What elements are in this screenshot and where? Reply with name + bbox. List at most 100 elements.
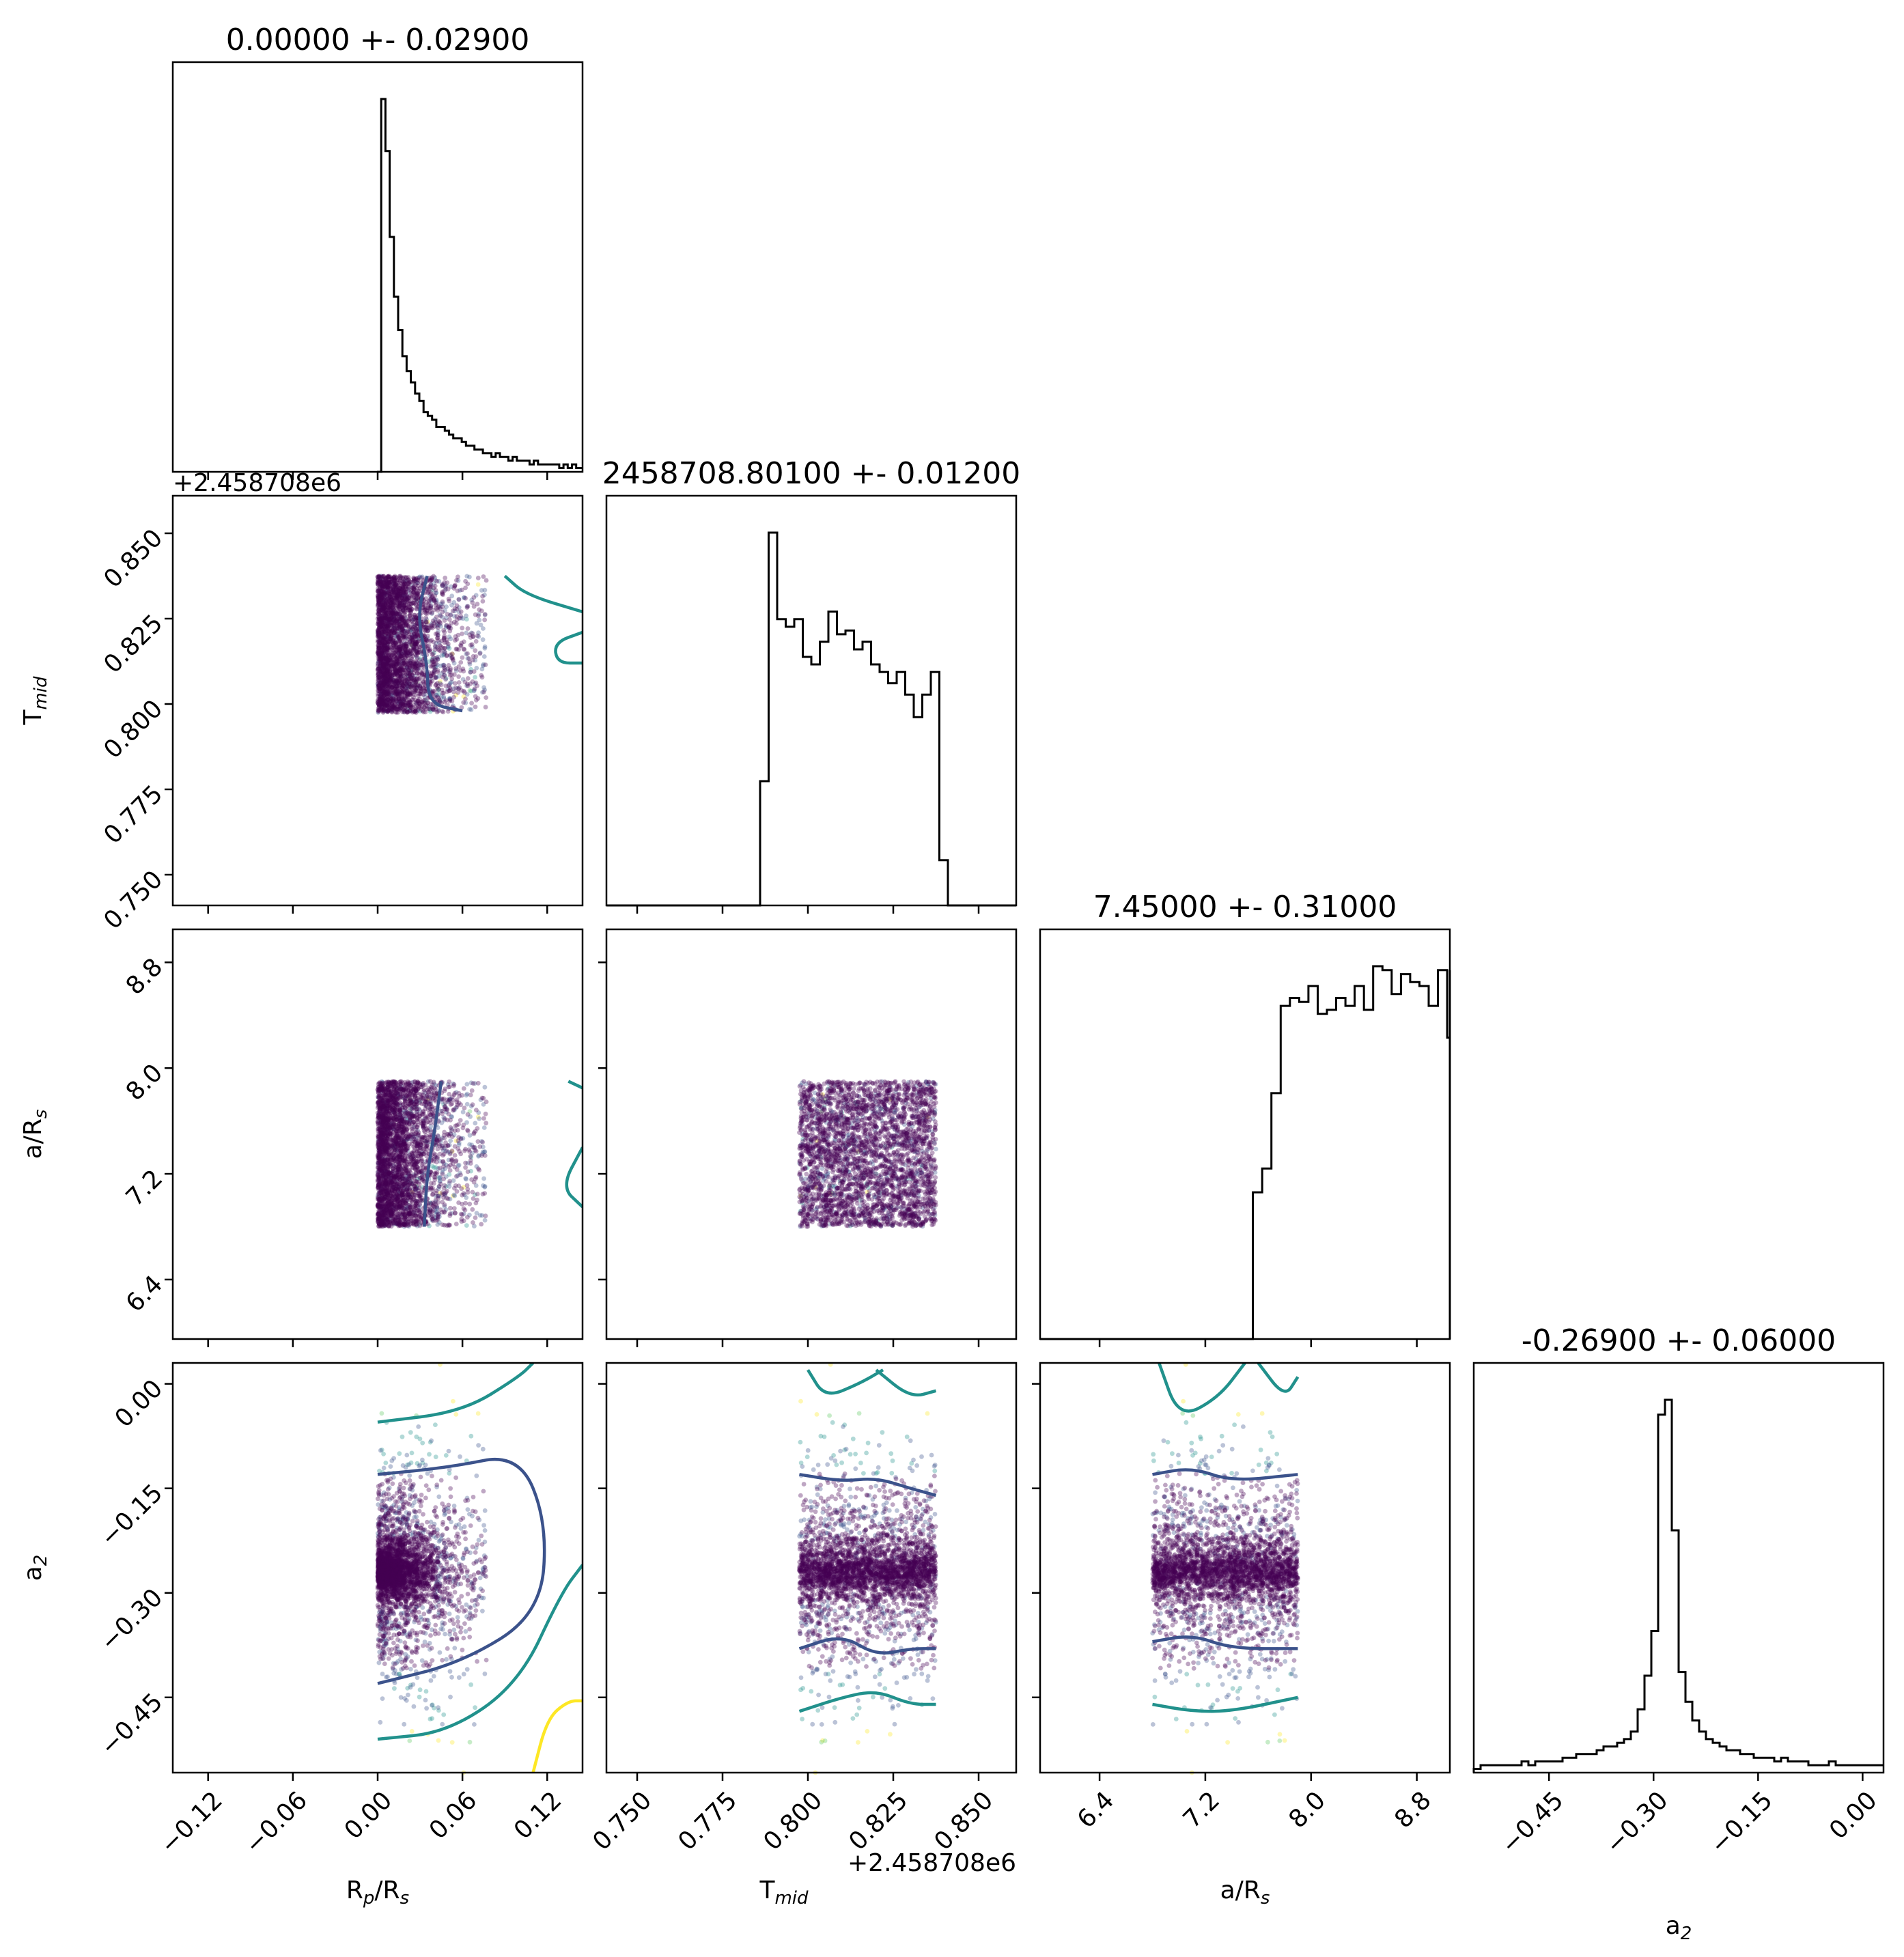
sample-point	[422, 705, 428, 710]
sample-point	[402, 672, 408, 677]
sample-point	[460, 625, 465, 631]
sample-point	[460, 655, 465, 660]
sample-point	[423, 628, 428, 634]
sample-point	[423, 615, 429, 621]
sample-point	[480, 1140, 485, 1145]
sample-point	[400, 702, 406, 707]
sample-point	[376, 653, 382, 658]
sample-point	[480, 599, 486, 604]
sample-point	[436, 687, 441, 692]
sample-point	[482, 587, 488, 593]
sample-point	[427, 659, 432, 664]
sample-point	[461, 688, 466, 694]
sample-point	[434, 615, 439, 620]
sample-point	[473, 680, 479, 686]
sample-point	[404, 587, 410, 592]
sample-point	[430, 664, 435, 669]
sample-point	[376, 684, 381, 689]
sample-point	[404, 596, 409, 602]
sample-point	[423, 619, 429, 625]
sample-point	[471, 1081, 476, 1086]
sample-point	[475, 576, 481, 580]
sample-point	[479, 588, 484, 593]
sample-point	[473, 648, 478, 653]
sample-point	[405, 660, 410, 665]
sample-point	[376, 675, 381, 679]
sample-point	[410, 653, 415, 659]
sample-point	[404, 634, 409, 639]
sample-point	[446, 1112, 451, 1116]
sample-point	[471, 688, 477, 694]
sample-point	[398, 672, 404, 677]
sample-point	[414, 680, 419, 685]
sample-point	[484, 1099, 489, 1104]
sample-point	[391, 643, 397, 648]
sample-point	[428, 625, 434, 630]
sample-point	[413, 683, 419, 688]
sample-point	[397, 666, 403, 671]
sample-point	[442, 672, 447, 677]
sample-point	[401, 603, 406, 608]
sample-point	[386, 633, 391, 638]
sample-point	[430, 1164, 435, 1169]
sample-point	[382, 677, 387, 683]
sample-point	[468, 688, 474, 694]
sample-point	[412, 578, 417, 584]
sample-point	[389, 629, 394, 634]
sample-point	[389, 653, 394, 658]
sample-point	[383, 664, 388, 670]
sample-point	[392, 624, 397, 630]
sample-point	[381, 645, 387, 651]
sample-point	[428, 709, 433, 714]
sample-point	[376, 665, 381, 671]
sample-point	[477, 651, 483, 656]
sample-point	[467, 1133, 473, 1138]
sample-point	[463, 595, 468, 601]
sample-point	[445, 689, 450, 694]
sample-point	[412, 676, 418, 681]
sample-point	[382, 621, 387, 625]
sample-point	[408, 699, 413, 705]
sample-point	[389, 623, 394, 628]
sample-point	[412, 597, 417, 603]
sample-point	[481, 1125, 487, 1130]
sample-point	[376, 636, 382, 640]
sample-point	[418, 686, 423, 690]
sample-point	[449, 651, 455, 656]
sample-point	[441, 1177, 446, 1181]
sample-point	[413, 623, 418, 628]
sample-point	[434, 578, 440, 584]
sample-point	[484, 1121, 489, 1126]
sample-point	[443, 645, 447, 651]
sample-point	[416, 693, 421, 699]
sample-point	[394, 692, 400, 698]
sample-point	[426, 706, 431, 712]
sample-point	[434, 600, 439, 606]
sample-point	[386, 633, 391, 638]
sample-point	[425, 584, 431, 589]
sample-point	[434, 692, 438, 698]
sample-point	[377, 574, 382, 580]
sample-point	[469, 701, 474, 706]
sample-point	[393, 669, 399, 675]
sample-point	[482, 612, 488, 617]
sample-point	[473, 704, 478, 709]
sample-point	[460, 1125, 466, 1131]
sample-point	[453, 668, 459, 673]
sample-point	[473, 638, 479, 644]
sample-point	[382, 577, 388, 582]
sample-point	[382, 639, 387, 645]
sample-point	[434, 707, 438, 712]
sample-point	[406, 656, 410, 660]
sample-point	[430, 587, 435, 593]
sample-point	[413, 642, 419, 647]
sample-point	[464, 613, 468, 619]
sample-point	[483, 705, 488, 709]
sample-point	[451, 1108, 456, 1113]
sample-point	[401, 589, 406, 595]
sample-point	[439, 688, 445, 692]
sample-point	[391, 608, 395, 613]
sample-point	[453, 692, 459, 698]
sample-point	[464, 617, 469, 622]
sample-point	[393, 619, 398, 624]
